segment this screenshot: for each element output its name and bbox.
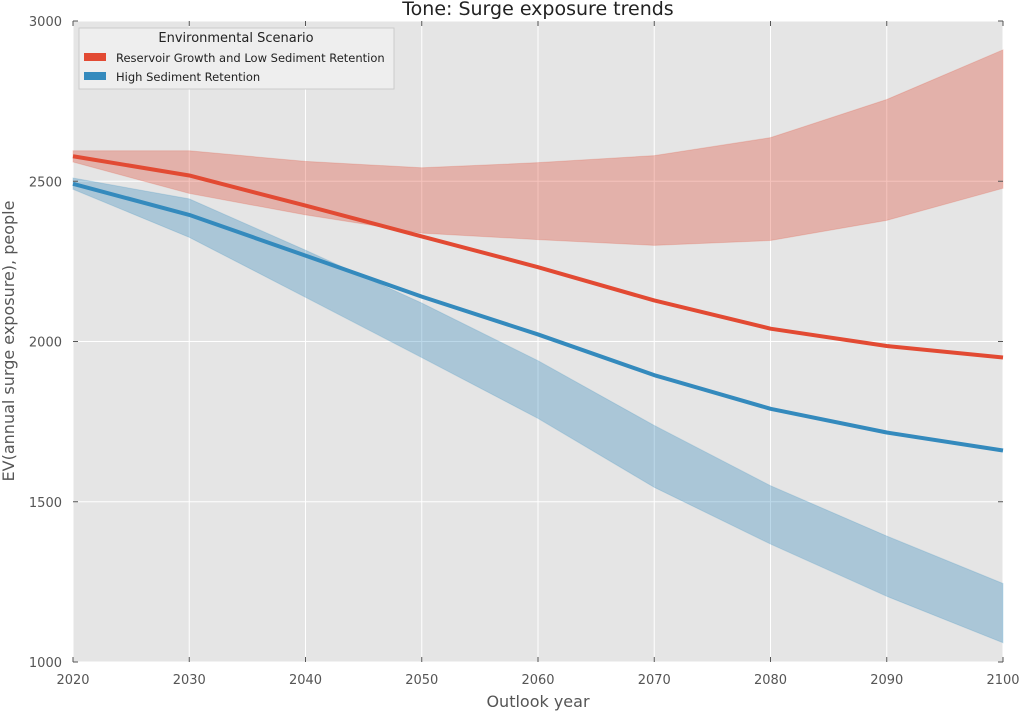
confidence-bands <box>72 49 1004 644</box>
legend-swatch-high-sediment <box>84 72 106 80</box>
legend-label-reservoir: Reservoir Growth and Low Sediment Retent… <box>116 51 385 65</box>
x-tick-label: 2060 <box>521 673 554 688</box>
legend: Environmental Scenario Reservoir Growth … <box>78 27 395 90</box>
legend-swatch-reservoir <box>84 53 106 61</box>
y-tick-label: 2500 <box>29 175 62 190</box>
x-tick-labels: 2020 2030 2040 2050 2060 2070 2080 2090 2100 <box>56 673 1019 688</box>
x-tick-label: 2050 <box>405 673 438 688</box>
x-tick-label: 2070 <box>638 673 671 688</box>
y-tick-label: 3000 <box>29 15 62 30</box>
x-tick-label: 2040 <box>289 673 322 688</box>
x-tick-label: 2020 <box>56 673 89 688</box>
x-tick-label: 2080 <box>754 673 787 688</box>
x-tick-label: 2030 <box>173 673 206 688</box>
y-tick-label: 2000 <box>29 336 62 351</box>
legend-title: Environmental Scenario <box>158 31 313 46</box>
legend-box <box>78 27 395 90</box>
axis-ticks <box>72 20 1004 663</box>
y-tick-labels: 1000 1500 2000 2500 3000 <box>29 15 62 671</box>
y-axis-label: EV(annual surge exposure), people <box>0 201 18 482</box>
y-tick-label: 1000 <box>29 656 62 671</box>
x-axis-label: Outlook year <box>486 692 590 711</box>
x-tick-label: 2100 <box>986 673 1019 688</box>
x-tick-label: 2090 <box>870 673 903 688</box>
band-high-sediment-retention <box>72 177 1004 644</box>
band-reservoir-growth <box>72 49 1004 246</box>
legend-label-high-sediment: High Sediment Retention <box>116 70 260 84</box>
y-tick-label: 1500 <box>29 496 62 511</box>
series-lines <box>72 154 1004 453</box>
chart-title: Tone: Surge exposure trends <box>401 0 673 20</box>
